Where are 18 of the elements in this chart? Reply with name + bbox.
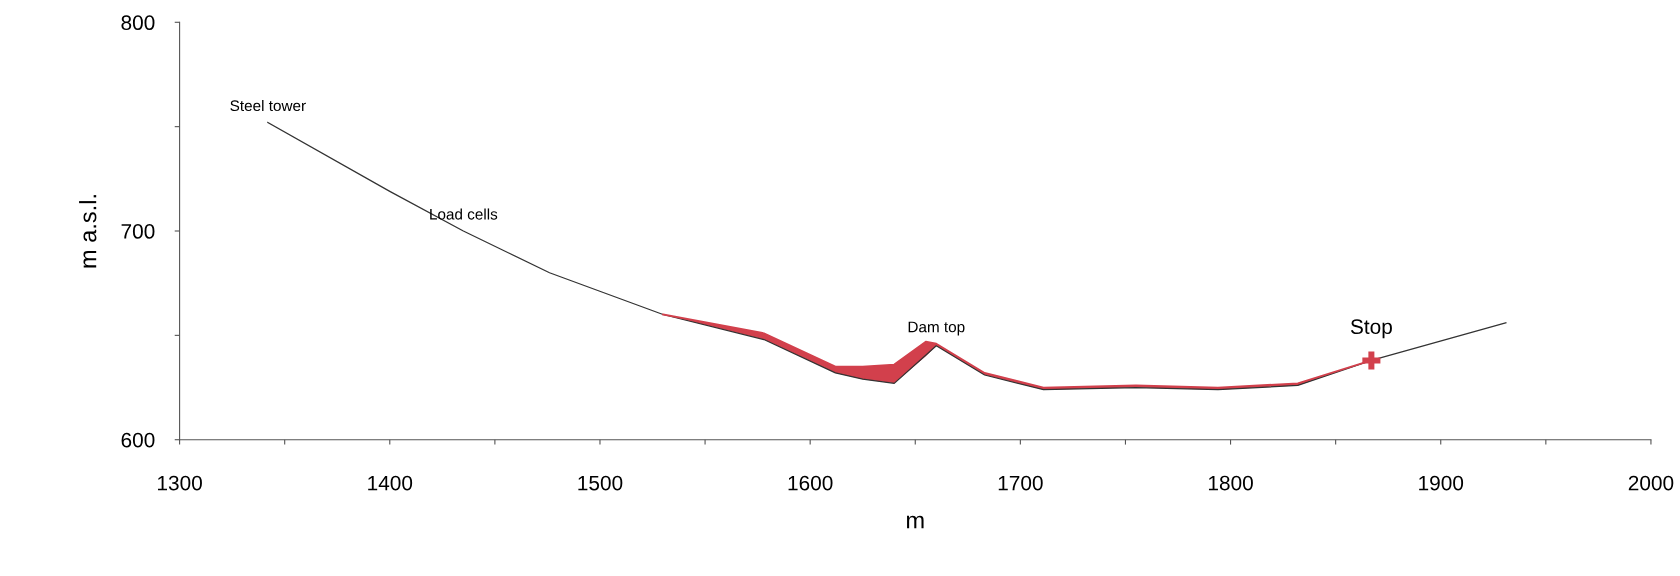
y-tick-label: 800 (121, 15, 155, 31)
y-axis-title: m a.s.l. (79, 195, 97, 268)
annotation: Stop (1350, 319, 1392, 339)
x-tick-label: 1900 (1419, 475, 1464, 491)
x-tick-label: 1300 (158, 475, 202, 491)
annotation: Steel tower (230, 99, 306, 112)
x-tick-label: 1700 (998, 475, 1043, 491)
x-tick-label: 1600 (788, 475, 833, 491)
annotation: Dam top (908, 321, 965, 336)
x-tick-label: 2000 (1628, 475, 1674, 491)
x-tick-label: 1800 (1208, 475, 1253, 491)
y-tick-label: 700 (121, 224, 155, 239)
x-tick-label: 1400 (368, 475, 413, 491)
y-tick-label: 600 (121, 432, 155, 448)
x-tick-label: 1500 (578, 475, 623, 491)
x-axis-title: m (907, 515, 924, 529)
line-series (267, 121, 1507, 391)
annotation: Load cells (430, 208, 498, 220)
